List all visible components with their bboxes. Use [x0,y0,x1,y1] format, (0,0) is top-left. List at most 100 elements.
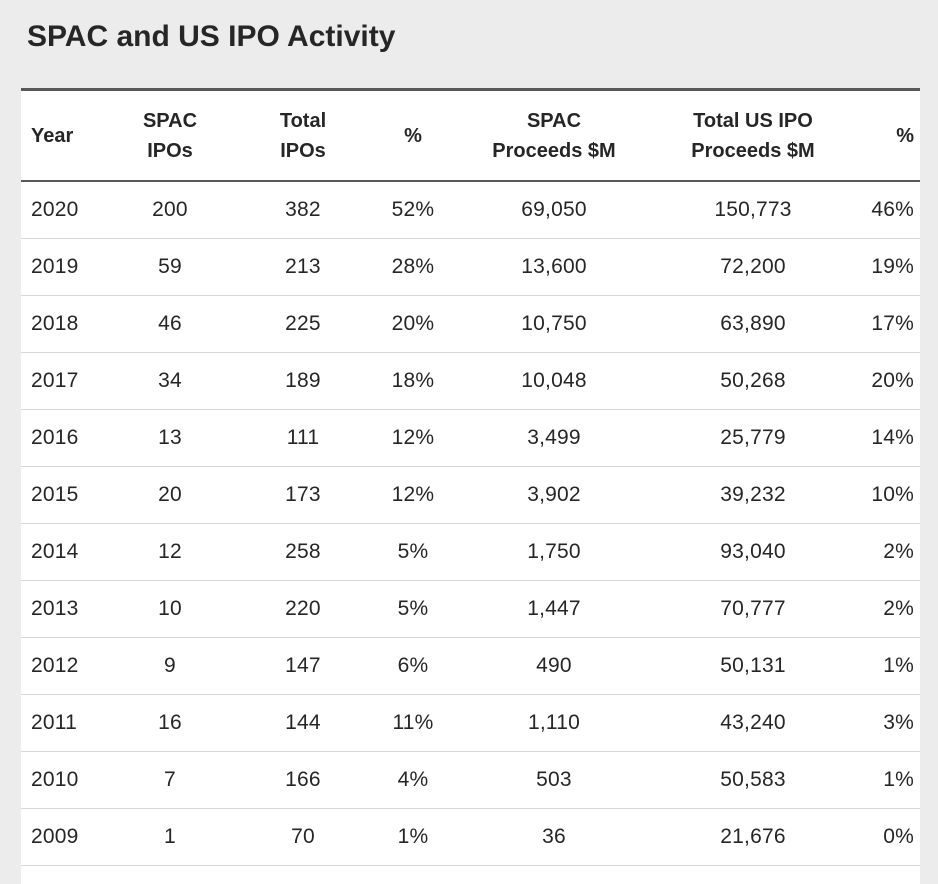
cell-proceeds-percent: 14% [852,409,920,467]
cell-spac-ipo-percent: 28% [372,238,454,296]
cell-total-us-ipo-proceeds: 43,240 [654,694,852,752]
cell-spac-ipos: 10 [106,580,234,638]
cell-total-us-ipo-proceeds: 50,268 [654,352,852,410]
cell-total-ipos: 70 [234,808,372,866]
cell-spac-ipo-percent: 18% [372,352,454,410]
cell-total-us-ipo-proceeds: 93,040 [654,523,852,581]
col-header-spac-ipo-percent: % [372,91,454,182]
cell-total-ipos: 111 [234,409,372,467]
cell-spac-ipos: 1 [106,808,234,866]
cell-spac-proceeds: 36 [454,808,654,866]
cell-total-ipos: 258 [234,523,372,581]
cell-spac-ipo-percent: 12% [372,409,454,467]
cell-proceeds-percent: 2% [852,580,920,638]
cell-proceeds-percent: 2% [852,523,920,581]
cell-proceeds-percent: 1% [852,637,920,695]
table-row: 2009 1 70 1% 36 21,676 0% [21,808,920,866]
cell-spac-proceeds: 1,447 [454,580,654,638]
col-header-spac-ipos: SPAC IPOs [106,91,234,182]
cell-year: 2015 [21,466,106,524]
cell-year: 2010 [21,751,106,809]
table-row: 2011 16 144 11% 1,110 43,240 3% [21,694,920,752]
col-header-proceeds-percent: % [852,91,920,182]
cell-total-ipos: 147 [234,637,372,695]
cell-spac-ipos: 13 [106,409,234,467]
cell-proceeds-percent: 10% [852,466,920,524]
col-header-year: Year [21,91,106,182]
cell-total-ipos: 225 [234,295,372,353]
cell-spac-ipos: 34 [106,352,234,410]
cell-proceeds-percent: 17% [852,295,920,353]
table-row: 2020 200 382 52% 69,050 150,773 46% [21,181,920,239]
cell-total-us-ipo-proceeds: 70,777 [654,580,852,638]
cell-spac-ipo-percent: 5% [372,523,454,581]
cell-spac-ipos: 200 [106,181,234,239]
cell-proceeds-percent: 19% [852,238,920,296]
cell-spac-ipo-percent: 6% [372,637,454,695]
cell-total-ipos: 166 [234,751,372,809]
cell-total-ipos: 189 [234,352,372,410]
cell-spac-proceeds: 503 [454,751,654,809]
cell-total-us-ipo-proceeds: 50,583 [654,751,852,809]
cell-year: 2013 [21,580,106,638]
cell-total-ipos: 213 [234,238,372,296]
table-row: 2014 12 258 5% 1,750 93,040 2% [21,523,920,581]
cell-spac-ipo-percent: 12% [372,466,454,524]
cell-spac-ipos: 7 [106,751,234,809]
cell-spac-ipos: 12 [106,523,234,581]
table-row: 2010 7 166 4% 503 50,583 1% [21,751,920,809]
cell-total-us-ipo-proceeds: 21,676 [654,808,852,866]
cell-year: 2016 [21,409,106,467]
cell-proceeds-percent: 1% [852,751,920,809]
col-header-spac-proceeds: SPAC Proceeds $M [454,91,654,182]
cell-year: 2011 [21,694,106,752]
cell-total-us-ipo-proceeds: 25,779 [654,409,852,467]
page-title: SPAC and US IPO Activity [27,20,396,53]
table-row: 2018 46 225 20% 10,750 63,890 17% [21,295,920,353]
cell-proceeds-percent: 3% [852,694,920,752]
col-header-total-ipos: Total IPOs [234,91,372,182]
table-header-row: Year SPAC IPOs Total IPOs % SPAC Proceed… [21,91,920,182]
cell-spac-ipo-percent: 52% [372,181,454,239]
cell-spac-ipos: 20 [106,466,234,524]
cell-spac-proceeds: 10,750 [454,295,654,353]
cell-year: 2017 [21,352,106,410]
cell-year: 2019 [21,238,106,296]
table-row: 2017 34 189 18% 10,048 50,268 20% [21,352,920,410]
cell-total-ipos: 144 [234,694,372,752]
cell-spac-ipo-percent: 11% [372,694,454,752]
cell-spac-ipo-percent: 20% [372,295,454,353]
cell-proceeds-percent: 20% [852,352,920,410]
cell-spac-ipos: 16 [106,694,234,752]
cell-total-ipos: 220 [234,580,372,638]
cell-spac-proceeds: 10,048 [454,352,654,410]
cell-total-us-ipo-proceeds: 50,131 [654,637,852,695]
cell-spac-ipo-percent: 1% [372,808,454,866]
cell-total-us-ipo-proceeds: 63,890 [654,295,852,353]
cell-total-us-ipo-proceeds: 150,773 [654,181,852,239]
cell-proceeds-percent: 0% [852,808,920,866]
cell-year: 2020 [21,181,106,239]
cell-year: 2018 [21,295,106,353]
cell-total-us-ipo-proceeds: 39,232 [654,466,852,524]
cell-spac-ipos: 9 [106,637,234,695]
cell-spac-ipos: 59 [106,238,234,296]
cell-total-us-ipo-proceeds: 72,200 [654,238,852,296]
ipo-activity-table-container: Year SPAC IPOs Total IPOs % SPAC Proceed… [21,88,920,884]
table-row: 2013 10 220 5% 1,447 70,777 2% [21,580,920,638]
cell-spac-ipo-percent: 4% [372,751,454,809]
cell-spac-proceeds: 13,600 [454,238,654,296]
table-row: 2019 59 213 28% 13,600 72,200 19% [21,238,920,296]
cell-year: 2014 [21,523,106,581]
cell-total-ipos: 173 [234,466,372,524]
cell-spac-proceeds: 69,050 [454,181,654,239]
table-row: 2012 9 147 6% 490 50,131 1% [21,637,920,695]
cell-year: 2012 [21,637,106,695]
cell-spac-proceeds: 1,750 [454,523,654,581]
cell-proceeds-percent: 46% [852,181,920,239]
col-header-total-us-ipo-proceeds: Total US IPO Proceeds $M [654,91,852,182]
cell-spac-proceeds: 3,902 [454,466,654,524]
table-row: 2016 13 111 12% 3,499 25,779 14% [21,409,920,467]
cell-spac-proceeds: 1,110 [454,694,654,752]
ipo-activity-table: Year SPAC IPOs Total IPOs % SPAC Proceed… [21,91,920,866]
